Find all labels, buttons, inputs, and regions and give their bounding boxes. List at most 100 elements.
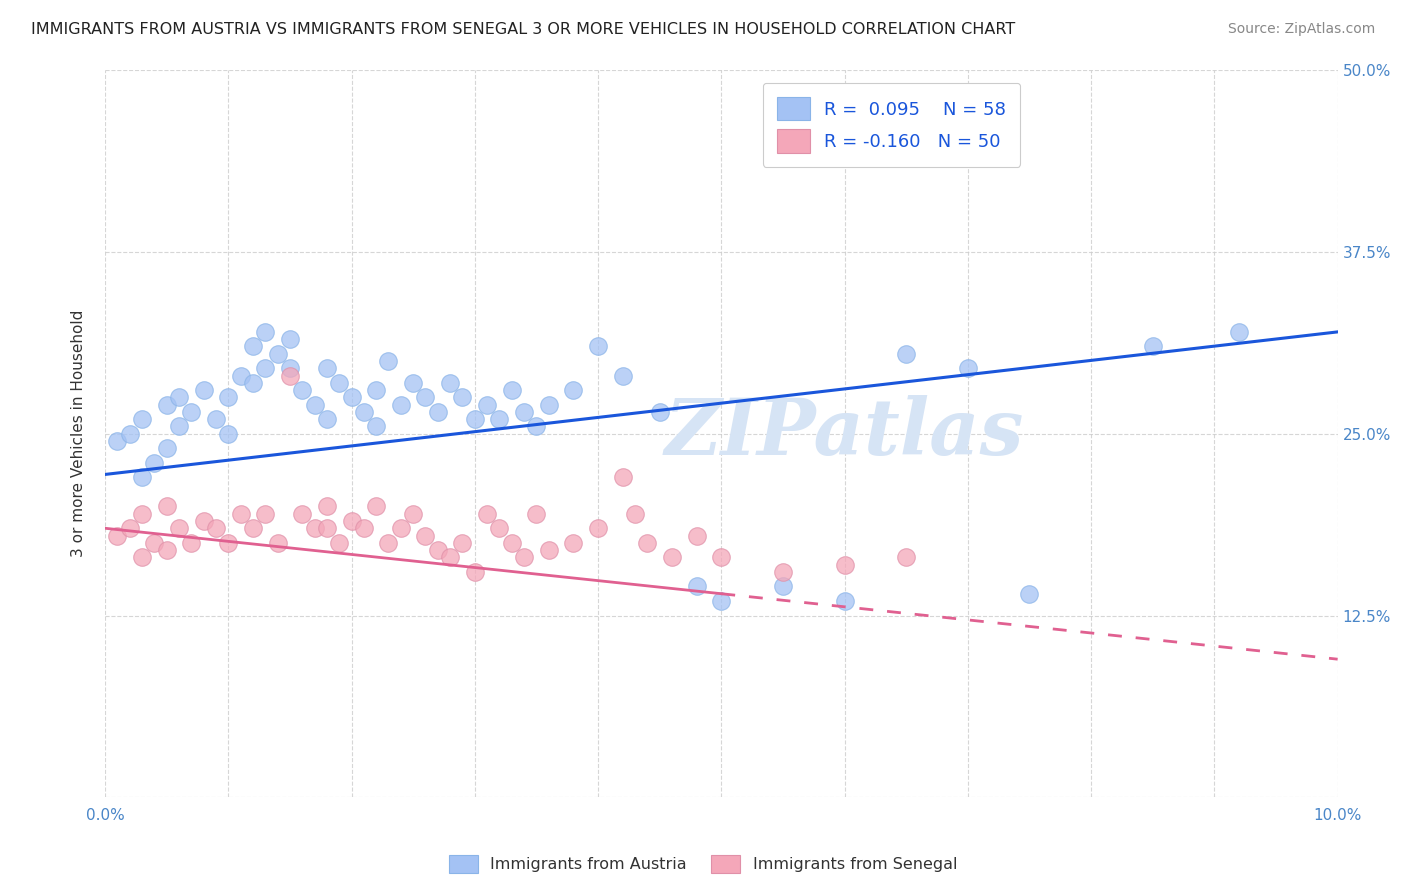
- Point: [377, 536, 399, 550]
- Point: [501, 383, 523, 397]
- Point: [896, 550, 918, 565]
- Point: [426, 405, 449, 419]
- Point: [217, 390, 239, 404]
- Point: [537, 398, 560, 412]
- Point: [612, 368, 634, 383]
- Point: [624, 507, 647, 521]
- Point: [377, 354, 399, 368]
- Point: [612, 470, 634, 484]
- Point: [291, 507, 314, 521]
- Point: [242, 339, 264, 353]
- Point: [205, 521, 228, 535]
- Point: [143, 536, 166, 550]
- Point: [353, 521, 375, 535]
- Point: [834, 558, 856, 572]
- Point: [439, 550, 461, 565]
- Point: [834, 594, 856, 608]
- Point: [402, 376, 425, 390]
- Point: [366, 383, 388, 397]
- Point: [1227, 325, 1250, 339]
- Point: [291, 383, 314, 397]
- Point: [464, 565, 486, 579]
- Point: [278, 332, 301, 346]
- Legend: Immigrants from Austria, Immigrants from Senegal: Immigrants from Austria, Immigrants from…: [443, 848, 963, 880]
- Point: [180, 405, 202, 419]
- Point: [167, 521, 190, 535]
- Point: [156, 398, 179, 412]
- Point: [328, 536, 350, 550]
- Point: [451, 390, 474, 404]
- Y-axis label: 3 or more Vehicles in Household: 3 or more Vehicles in Household: [72, 310, 86, 558]
- Point: [636, 536, 658, 550]
- Point: [254, 507, 277, 521]
- Point: [193, 383, 215, 397]
- Point: [131, 507, 153, 521]
- Point: [896, 347, 918, 361]
- Point: [131, 470, 153, 484]
- Point: [415, 390, 437, 404]
- Point: [156, 543, 179, 558]
- Point: [118, 521, 141, 535]
- Point: [526, 507, 548, 521]
- Point: [537, 543, 560, 558]
- Point: [242, 376, 264, 390]
- Text: ZIPatlas: ZIPatlas: [665, 395, 1024, 472]
- Point: [193, 514, 215, 528]
- Point: [501, 536, 523, 550]
- Point: [586, 521, 609, 535]
- Point: [131, 412, 153, 426]
- Point: [488, 412, 510, 426]
- Point: [451, 536, 474, 550]
- Point: [304, 398, 326, 412]
- Point: [304, 521, 326, 535]
- Point: [389, 398, 412, 412]
- Point: [475, 507, 498, 521]
- Point: [439, 376, 461, 390]
- Point: [180, 536, 202, 550]
- Point: [513, 550, 536, 565]
- Point: [426, 543, 449, 558]
- Text: Source: ZipAtlas.com: Source: ZipAtlas.com: [1227, 22, 1375, 37]
- Point: [710, 594, 733, 608]
- Point: [105, 528, 128, 542]
- Point: [242, 521, 264, 535]
- Point: [254, 361, 277, 376]
- Point: [340, 514, 363, 528]
- Point: [266, 347, 288, 361]
- Point: [562, 383, 585, 397]
- Point: [118, 426, 141, 441]
- Point: [315, 521, 337, 535]
- Point: [1018, 587, 1040, 601]
- Point: [156, 500, 179, 514]
- Point: [315, 412, 337, 426]
- Point: [315, 361, 337, 376]
- Point: [389, 521, 412, 535]
- Point: [229, 368, 252, 383]
- Point: [217, 426, 239, 441]
- Point: [475, 398, 498, 412]
- Point: [328, 376, 350, 390]
- Text: IMMIGRANTS FROM AUSTRIA VS IMMIGRANTS FROM SENEGAL 3 OR MORE VEHICLES IN HOUSEHO: IMMIGRANTS FROM AUSTRIA VS IMMIGRANTS FR…: [31, 22, 1015, 37]
- Point: [167, 419, 190, 434]
- Point: [464, 412, 486, 426]
- Point: [315, 500, 337, 514]
- Point: [143, 456, 166, 470]
- Point: [266, 536, 288, 550]
- Point: [685, 579, 707, 593]
- Point: [586, 339, 609, 353]
- Point: [710, 550, 733, 565]
- Point: [562, 536, 585, 550]
- Point: [415, 528, 437, 542]
- Point: [648, 405, 671, 419]
- Point: [131, 550, 153, 565]
- Point: [278, 361, 301, 376]
- Point: [167, 390, 190, 404]
- Legend: R =  0.095    N = 58, R = -0.160   N = 50: R = 0.095 N = 58, R = -0.160 N = 50: [762, 83, 1021, 167]
- Point: [772, 579, 794, 593]
- Point: [229, 507, 252, 521]
- Point: [956, 361, 979, 376]
- Point: [685, 528, 707, 542]
- Point: [513, 405, 536, 419]
- Point: [217, 536, 239, 550]
- Point: [156, 442, 179, 456]
